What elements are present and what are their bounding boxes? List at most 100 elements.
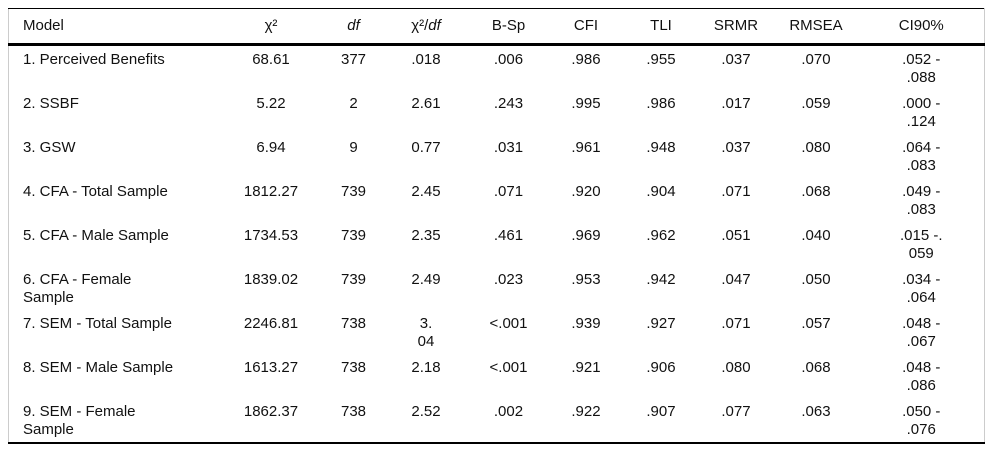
cell-rmsea: .068 bbox=[801, 359, 831, 376]
table-row: 6. CFA - Female Sample 1839.02 739 2.49 … bbox=[9, 266, 985, 310]
cell-chi-square-over-df: 2.49 bbox=[411, 271, 441, 288]
cell-rmsea: .040 bbox=[801, 227, 831, 244]
cell-ci90: .048 - .086 bbox=[902, 359, 941, 394]
cell-tli: .907 bbox=[646, 403, 676, 420]
cell-model: 7. SEM - Total Sample bbox=[23, 315, 172, 332]
cell-model: 9. SEM - Female Sample bbox=[23, 403, 136, 438]
cell-srmr: .080 bbox=[721, 359, 751, 376]
column-header-rmsea: RMSEA bbox=[773, 8, 859, 46]
cell-srmr: .077 bbox=[721, 403, 751, 420]
cell-srmr: .051 bbox=[721, 227, 751, 244]
cell-ci90: .064 - .083 bbox=[902, 139, 941, 174]
cell-model: 8. SEM - Male Sample bbox=[23, 359, 174, 376]
cell-rmsea: .050 bbox=[801, 271, 831, 288]
cell-cfi: .961 bbox=[571, 139, 601, 156]
cell-chi-square-over-df: 2.35 bbox=[411, 227, 441, 244]
cell-srmr: .047 bbox=[721, 271, 751, 288]
cell-rmsea: .070 bbox=[801, 51, 831, 68]
cell-tli: .927 bbox=[646, 315, 676, 332]
cell-df: 377 bbox=[340, 51, 367, 68]
cell-df: 738 bbox=[340, 359, 367, 376]
cell-ci90: .049 - .083 bbox=[902, 183, 941, 218]
table-row: 9. SEM - Female Sample 1862.37 738 2.52 … bbox=[9, 398, 985, 443]
cell-chi-square: 6.94 bbox=[256, 139, 286, 156]
cell-tli: .948 bbox=[646, 139, 676, 156]
cell-chi-square-over-df: 0.77 bbox=[411, 139, 441, 156]
cell-tli: .955 bbox=[646, 51, 676, 68]
header-row: Model χ² df χ²/df B-Sp CFI TLI SRMR RMSE… bbox=[8, 8, 985, 46]
cell-rmsea: .059 bbox=[801, 95, 831, 112]
column-header-chi-square: χ² bbox=[218, 8, 324, 46]
column-header-tli: TLI bbox=[623, 8, 699, 46]
cell-model: 4. CFA - Total Sample bbox=[23, 183, 168, 200]
cell-srmr: .071 bbox=[721, 315, 751, 332]
cell-chi-square-over-df: .018 bbox=[411, 51, 441, 68]
cell-chi-square: 1839.02 bbox=[243, 271, 299, 288]
cell-chi-square-over-df: 2.45 bbox=[411, 183, 441, 200]
cell-ci90: .052 - .088 bbox=[902, 51, 941, 86]
cell-model: 2. SSBF bbox=[23, 95, 79, 112]
cell-cfi: .921 bbox=[571, 359, 601, 376]
cell-model: 3. GSW bbox=[23, 139, 76, 156]
cell-chi-square: 68.61 bbox=[252, 51, 290, 68]
cell-chi-square: 1862.37 bbox=[243, 403, 299, 420]
cell-df: 738 bbox=[340, 315, 367, 332]
column-header-bsp: B-Sp bbox=[468, 8, 549, 46]
cell-ci90: .050 - .076 bbox=[902, 403, 941, 438]
cell-tli: .986 bbox=[646, 95, 676, 112]
cell-df: 9 bbox=[349, 139, 358, 156]
cell-chi-square: 2246.81 bbox=[243, 315, 299, 332]
cell-cfi: .953 bbox=[571, 271, 601, 288]
table-row: 1. Perceived Benefits 68.61 377 .018 .00… bbox=[9, 45, 985, 91]
cell-cfi: .939 bbox=[571, 315, 601, 332]
table-row: 8. SEM - Male Sample 1613.27 738 2.18 <.… bbox=[9, 354, 985, 398]
cell-chi-square: 1613.27 bbox=[243, 359, 299, 376]
cell-chi-square: 1812.27 bbox=[243, 183, 299, 200]
cell-rmsea: .068 bbox=[801, 183, 831, 200]
cell-chi-square: 5.22 bbox=[256, 95, 286, 112]
chi-square-slash-label: χ²/ bbox=[411, 17, 429, 34]
cell-cfi: .995 bbox=[571, 95, 601, 112]
cell-cfi: .986 bbox=[571, 51, 601, 68]
table-header: Model χ² df χ²/df B-Sp CFI TLI SRMR RMSE… bbox=[8, 8, 985, 46]
cell-tli: .904 bbox=[646, 183, 676, 200]
cell-srmr: .037 bbox=[721, 51, 751, 68]
cell-bsp: .002 bbox=[493, 403, 524, 420]
cell-tli: .942 bbox=[646, 271, 676, 288]
cell-bsp: <.001 bbox=[489, 315, 528, 332]
cell-rmsea: .080 bbox=[801, 139, 831, 156]
cell-model: 5. CFA - Male Sample bbox=[23, 227, 169, 244]
cell-cfi: .969 bbox=[571, 227, 601, 244]
cell-bsp: .023 bbox=[493, 271, 524, 288]
model-fit-indices-table: Model χ² df χ²/df B-Sp CFI TLI SRMR RMSE… bbox=[8, 8, 985, 444]
column-header-ci90: CI90% bbox=[858, 8, 985, 46]
cell-ci90: .015 -. 059 bbox=[899, 227, 943, 262]
table-row: 5. CFA - Male Sample 1734.53 739 2.35 .4… bbox=[9, 222, 985, 266]
column-header-model: Model bbox=[8, 8, 219, 46]
cell-rmsea: .063 bbox=[801, 403, 831, 420]
cell-df: 739 bbox=[340, 183, 367, 200]
column-header-cfi: CFI bbox=[548, 8, 624, 46]
table-row: 4. CFA - Total Sample 1812.27 739 2.45 .… bbox=[9, 178, 985, 222]
cell-bsp: .031 bbox=[493, 139, 524, 156]
df-label: df bbox=[347, 17, 360, 34]
cell-model: 6. CFA - Female Sample bbox=[23, 271, 132, 306]
cell-chi-square-over-df: 3. 04 bbox=[417, 315, 435, 350]
cell-bsp: .006 bbox=[493, 51, 524, 68]
cell-chi-square-over-df: 2.18 bbox=[411, 359, 441, 376]
cell-df: 739 bbox=[340, 227, 367, 244]
cell-cfi: .920 bbox=[571, 183, 601, 200]
cell-cfi: .922 bbox=[571, 403, 601, 420]
cell-srmr: .017 bbox=[721, 95, 751, 112]
column-header-chi-square-over-df: χ²/df bbox=[383, 8, 469, 46]
cell-ci90: .000 - .124 bbox=[902, 95, 941, 130]
cell-bsp: .071 bbox=[493, 183, 524, 200]
table-row: 2. SSBF 5.22 2 2.61 .243 .995 .986 .017 … bbox=[9, 90, 985, 134]
table-body: 1. Perceived Benefits 68.61 377 .018 .00… bbox=[9, 45, 985, 444]
column-header-df: df bbox=[323, 8, 384, 46]
df-italic-label: df bbox=[428, 17, 441, 34]
cell-chi-square: 1734.53 bbox=[243, 227, 299, 244]
table-row: 3. GSW 6.94 9 0.77 .031 .961 .948 .037 .… bbox=[9, 134, 985, 178]
cell-tli: .962 bbox=[646, 227, 676, 244]
cell-chi-square-over-df: 2.52 bbox=[411, 403, 441, 420]
